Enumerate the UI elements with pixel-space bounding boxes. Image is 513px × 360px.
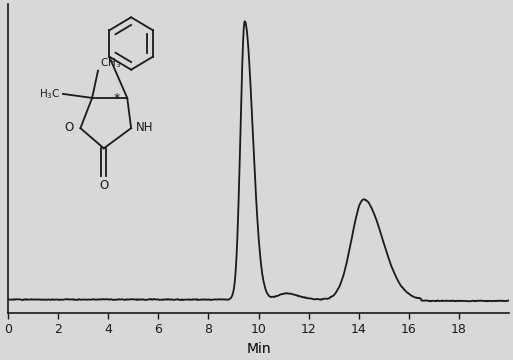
X-axis label: Min: Min (246, 342, 271, 356)
Text: CH$_3$: CH$_3$ (100, 56, 121, 70)
Text: H$_3$C: H$_3$C (40, 87, 61, 101)
Text: O: O (64, 121, 74, 134)
Text: O: O (99, 179, 108, 192)
Text: NH: NH (136, 121, 153, 134)
Text: *: * (113, 93, 120, 105)
